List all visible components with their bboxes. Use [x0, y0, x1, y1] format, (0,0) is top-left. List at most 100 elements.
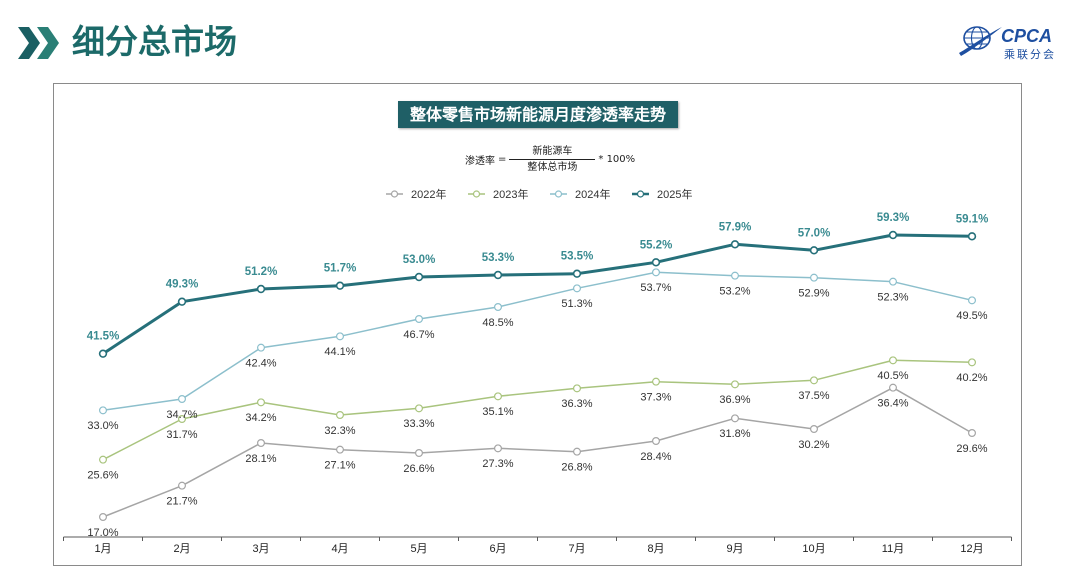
data-label-2022-5: 26.6%: [403, 463, 434, 475]
data-label-2022-8: 28.4%: [640, 451, 671, 463]
cpca-logo: CPCA 乘联分会: [959, 26, 1056, 61]
data-label-2022-2: 21.7%: [166, 496, 197, 508]
chart-title: 整体零售市场新能源月度渗透率走势: [398, 101, 678, 128]
data-point-2023-5: [415, 404, 424, 413]
data-label-2023-7: 36.3%: [561, 398, 592, 410]
data-label-2024-5: 46.7%: [403, 329, 434, 341]
data-label-2025-5: 53.0%: [403, 254, 436, 266]
data-point-2023-4: [336, 411, 345, 420]
data-point-2023-1: [98, 455, 107, 464]
data-label-2025-4: 51.7%: [324, 263, 357, 275]
data-label-2022-4: 27.1%: [324, 460, 355, 472]
data-point-2024-12: [967, 296, 976, 305]
formula-denominator: 整体总市场: [527, 161, 578, 173]
x-tick-label: 4月: [331, 543, 348, 555]
data-point-2024-6: [494, 303, 503, 312]
data-point-2023-3: [257, 398, 266, 407]
data-label-2025-10: 57.0%: [798, 227, 831, 239]
data-label-2023-12: 40.2%: [956, 372, 987, 384]
data-point-2024-5: [415, 315, 424, 324]
data-point-2023-11: [888, 356, 897, 365]
legend-item-2022: 2022年: [386, 186, 468, 202]
data-point-2024-10: [809, 273, 818, 282]
x-tick-label: 12月: [960, 543, 983, 555]
data-label-2023-10: 37.5%: [798, 390, 829, 402]
formula-numerator: 新能源车: [532, 145, 573, 157]
x-tick-label: 2月: [173, 543, 190, 555]
data-point-2025-1: [98, 349, 108, 358]
data-point-2025-7: [572, 269, 582, 278]
data-label-2023-3: 34.2%: [245, 412, 276, 424]
x-tick-label: 5月: [410, 543, 427, 555]
legend-label: 2023年: [493, 189, 529, 201]
legend-marker-2024: [550, 190, 567, 198]
data-point-2025-6: [493, 270, 503, 280]
data-label-2023-1: 25.6%: [87, 470, 118, 482]
fraction-bar: [509, 158, 596, 160]
data-point-2025-10: [809, 246, 819, 255]
data-label-2025-12: 59.1%: [956, 213, 989, 225]
data-point-2022-3: [257, 439, 266, 448]
chart-plot: 1月 2月 3月 4月 5月 6月 7月 8月 9月 10月 11月 12月 17.0% 21.7% 28.…: [63, 212, 1012, 555]
data-point-2022-5: [415, 449, 424, 458]
data-label-2024-7: 51.3%: [561, 298, 592, 310]
legend-item-2024: 2024年: [550, 186, 632, 202]
data-label-2022-7: 26.8%: [561, 462, 592, 474]
data-point-2025-3: [256, 284, 266, 294]
data-label-2025-2: 49.3%: [166, 279, 199, 291]
x-tick-label: 9月: [726, 543, 743, 555]
logo-subtext: 乘联分会: [1004, 48, 1056, 61]
data-point-2024-4: [336, 332, 345, 341]
data-label-2025-6: 53.3%: [482, 252, 515, 264]
page-title: 细分总市场: [72, 22, 237, 61]
data-label-2024-10: 52.9%: [798, 288, 829, 300]
x-tick-label: 8月: [647, 543, 664, 555]
series-line-2022: [102, 386, 973, 518]
data-point-2024-11: [888, 277, 897, 286]
data-label-2024-8: 53.7%: [640, 282, 671, 294]
data-point-2024-2: [177, 395, 186, 404]
penetration-formula: 渗透率 = 新能源车 整体总市场 * 100%: [465, 142, 635, 176]
data-label-2022-6: 27.3%: [482, 458, 513, 470]
data-point-2024-3: [257, 343, 266, 352]
data-label-2023-6: 35.1%: [482, 406, 513, 418]
formula-multiplier: * 100%: [598, 153, 636, 165]
data-label-2024-12: 49.5%: [956, 310, 987, 322]
data-point-2022-7: [572, 447, 581, 456]
data-label-2023-9: 36.9%: [719, 394, 750, 406]
chart-panel: 1月 2月 3月 4月 5月 6月 7月 8月 9月 10月 11月 12月 17.0% 21.7% 28.…: [53, 83, 1022, 566]
data-point-2024-1: [98, 406, 107, 415]
data-point-2023-9: [730, 380, 739, 389]
data-label-2025-1: 41.5%: [87, 331, 120, 343]
formula-lhs: 渗透率: [465, 155, 495, 167]
logo-text: CPCA: [1001, 26, 1052, 46]
x-tick-label: 11月: [882, 543, 904, 555]
data-point-2023-7: [572, 384, 581, 393]
data-point-2022-1: [98, 513, 107, 522]
data-label-2023-4: 32.3%: [324, 425, 355, 437]
legend-marker-dot: [472, 190, 481, 198]
series-line-2024: [102, 271, 973, 412]
data-label-2023-8: 37.3%: [640, 392, 671, 404]
data-point-2023-6: [494, 392, 503, 401]
data-label-2024-11: 52.3%: [877, 292, 908, 304]
data-point-2024-9: [730, 271, 739, 280]
data-point-2022-8: [651, 437, 660, 446]
data-label-2025-7: 53.5%: [561, 251, 594, 263]
legend-label: 2024年: [575, 189, 611, 201]
data-label-2023-11: 40.5%: [877, 370, 908, 382]
data-point-2023-12: [967, 358, 976, 367]
data-point-2025-8: [651, 258, 661, 267]
legend-marker-2022: [386, 190, 403, 198]
legend-marker-dot: [390, 190, 399, 198]
data-point-2022-11: [888, 383, 897, 392]
formula-fraction: 新能源车 整体总市场: [509, 145, 596, 174]
data-point-2025-4: [335, 281, 345, 290]
data-label-2024-4: 44.1%: [324, 346, 355, 358]
x-tick-label: 7月: [568, 543, 585, 555]
data-point-2022-6: [494, 444, 503, 453]
data-label-2022-11: 36.4%: [877, 398, 908, 410]
data-point-2023-8: [651, 377, 660, 386]
data-label-2022-9: 31.8%: [719, 428, 750, 440]
chart-legend: 2022年 2023年 2024年 2025年: [386, 187, 714, 201]
